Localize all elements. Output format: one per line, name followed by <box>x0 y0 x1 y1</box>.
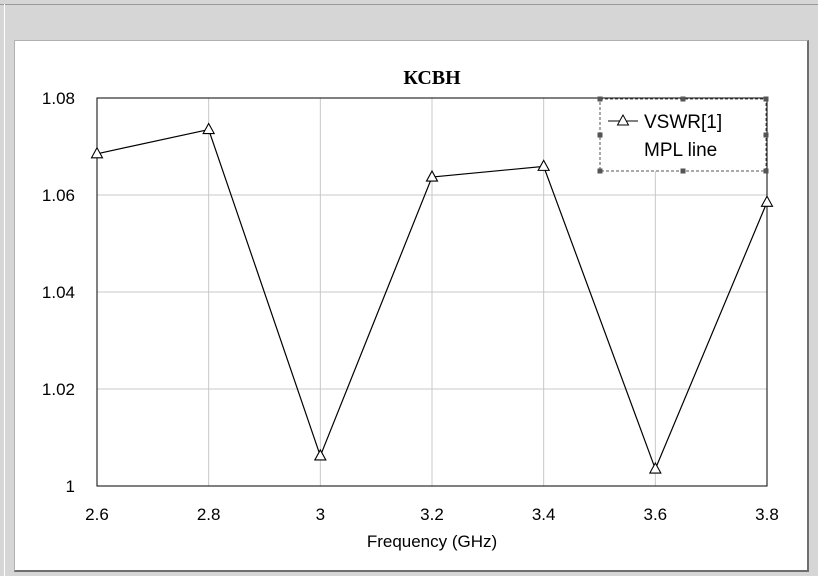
grid-lines <box>97 98 767 486</box>
legend-resize-handle[interactable] <box>763 168 769 174</box>
vswr-point-marker[interactable] <box>313 448 327 461</box>
x-tick-label: 3 <box>316 505 325 524</box>
legend-entry-label: VSWR[1] <box>644 112 722 133</box>
y-tick-label: 1 <box>66 477 75 496</box>
legend-resize-handle[interactable] <box>763 96 769 102</box>
y-tick-label: 1.04 <box>42 283 75 302</box>
y-tick-label: 1.08 <box>42 89 75 108</box>
window-top-edge <box>0 4 818 5</box>
legend-resize-handle[interactable] <box>597 168 603 174</box>
y-tick-label: 1.06 <box>42 186 75 205</box>
y-axis-ticks: 1 1.02 1.04 1.06 1.08 <box>42 89 75 496</box>
legend-resize-handle[interactable] <box>680 96 686 102</box>
x-tick-label: 3.6 <box>644 505 668 524</box>
x-tick-label: 2.8 <box>197 505 221 524</box>
x-tick-label: 2.6 <box>85 505 109 524</box>
vswr-point-marker[interactable] <box>425 169 439 182</box>
plot-area[interactable] <box>96 97 768 487</box>
x-axis-label: Frequency (GHz) <box>367 532 497 551</box>
x-tick-label: 3.8 <box>755 505 779 524</box>
legend-resize-handle[interactable] <box>680 168 686 174</box>
legend-resize-handle[interactable] <box>597 132 603 138</box>
series-group <box>90 122 774 474</box>
x-tick-label: 3.2 <box>420 505 444 524</box>
legend-resize-handle[interactable] <box>763 132 769 138</box>
x-axis-ticks: 2.6 2.8 3 3.2 3.4 3.6 3.8 <box>85 505 779 524</box>
y-tick-label: 1.02 <box>42 380 75 399</box>
vswr-point-marker[interactable] <box>90 146 104 159</box>
chart-title: КСВН <box>403 67 461 89</box>
vswr-point-marker[interactable] <box>648 461 662 474</box>
vswr-point-marker[interactable] <box>760 195 774 207</box>
legend[interactable]: VSWR[1] MPL line <box>597 96 769 174</box>
legend-resize-handle[interactable] <box>597 96 603 102</box>
vswr-point-marker[interactable] <box>202 122 216 135</box>
window-left-edge <box>4 4 5 576</box>
x-tick-label: 3.4 <box>532 505 556 524</box>
vswr-point-marker[interactable] <box>537 159 551 171</box>
legend-entry-label: MPL line <box>644 140 717 161</box>
legend-swatch-triangle-icon <box>616 113 630 126</box>
